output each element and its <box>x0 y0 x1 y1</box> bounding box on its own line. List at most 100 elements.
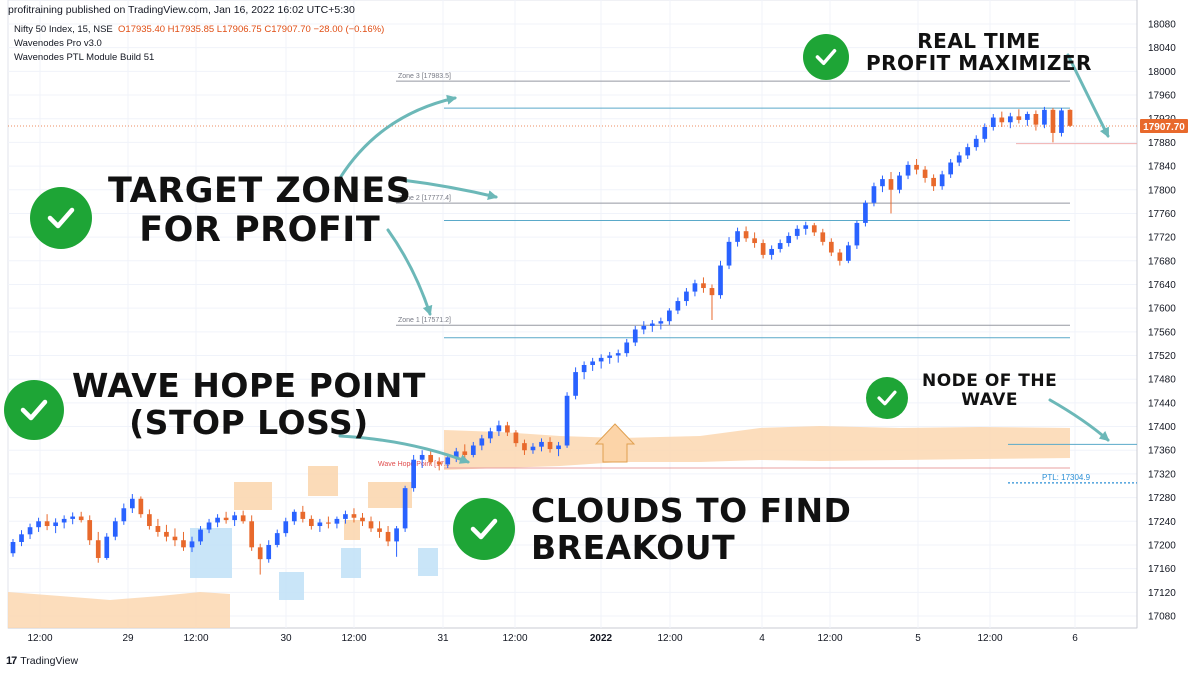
candle-body <box>266 544 272 560</box>
candle-body <box>513 432 519 444</box>
candle-body <box>522 443 527 451</box>
time-tick-label: 12:00 <box>502 633 527 644</box>
candle-body <box>309 518 314 527</box>
candle-body <box>215 517 220 523</box>
price-tick-label: 17800 <box>1148 185 1176 196</box>
last-price-value: 17907.70 <box>1143 122 1185 133</box>
candle-body <box>240 515 246 522</box>
blue-cloud <box>279 572 304 600</box>
time-tick-label: 12:00 <box>817 633 842 644</box>
candle-body <box>590 361 595 365</box>
candle-body <box>385 531 391 542</box>
candle-body <box>453 451 459 458</box>
orange-cloud <box>234 482 272 510</box>
price-tick-label: 17400 <box>1148 422 1176 433</box>
candle-body <box>990 117 996 128</box>
price-tick-label: 18040 <box>1148 43 1176 54</box>
time-tick-label: 12:00 <box>977 633 1002 644</box>
candle-body <box>419 454 425 460</box>
price-tick-label: 17640 <box>1148 280 1176 291</box>
candle-body <box>573 372 578 396</box>
candle-body <box>897 175 902 190</box>
candle-body <box>402 488 408 529</box>
price-tick-label: 17840 <box>1148 162 1176 173</box>
candle-body <box>274 533 280 545</box>
candle-body <box>684 291 689 302</box>
candle-body <box>44 521 50 527</box>
candle-body <box>564 395 570 446</box>
candle-body <box>343 514 348 519</box>
candle-body <box>377 528 382 532</box>
candle-body <box>351 514 357 518</box>
time-tick-label: 31 <box>437 633 449 644</box>
annotation-arrows <box>338 53 1110 464</box>
annotation-arrow <box>400 178 498 201</box>
node-label: NODE OF THE WAVE <box>922 371 1058 411</box>
time-tick-label: 12:00 <box>27 633 52 644</box>
time-tick-label: 4 <box>759 633 765 644</box>
symbol-legend[interactable]: Nifty 50 Index, 15, NSE O17935.40 H17935… <box>14 24 384 35</box>
symbol-name: Nifty 50 Index, 15, NSE <box>14 24 113 35</box>
blue-clouds <box>190 528 438 600</box>
candle-body <box>479 438 485 446</box>
candle-body <box>735 231 740 242</box>
chart-header: profitraining published on TradingView.c… <box>0 0 1140 72</box>
candle-body <box>718 265 723 296</box>
price-tick-label: 17200 <box>1148 540 1176 551</box>
candle-body <box>78 516 84 521</box>
candle-body <box>505 425 510 433</box>
candle-body <box>462 451 468 455</box>
candle-body <box>539 441 544 447</box>
breakout-arrow-icon <box>594 423 636 463</box>
indicator-wavenodes-pro[interactable]: Wavenodes Pro v3.0 <box>14 38 102 49</box>
candle-body <box>368 521 374 529</box>
real-time-label: REAL TIME PROFIT MAXIMIZER <box>866 29 1092 76</box>
candle-body <box>914 164 919 170</box>
candle-body <box>257 547 263 560</box>
candle-body <box>692 283 698 292</box>
candle-body <box>667 310 672 322</box>
last-price-tag <box>1140 119 1188 134</box>
candle-body <box>530 446 536 451</box>
price-tick-label: 18000 <box>1148 67 1176 78</box>
candle-body <box>223 517 229 521</box>
candle-body <box>820 232 826 242</box>
candle-body <box>880 179 885 187</box>
time-tick-label: 5 <box>915 633 921 644</box>
candle-body <box>658 321 664 324</box>
price-tick-label: 17560 <box>1148 327 1176 338</box>
lower-cloud <box>8 592 230 628</box>
price-tick-label: 17520 <box>1148 351 1176 362</box>
candle-body <box>965 147 971 156</box>
candle-body <box>27 527 33 535</box>
brand-name: TradingView <box>20 655 79 667</box>
candle-body <box>283 521 289 534</box>
time-tick-label: 12:00 <box>341 633 366 644</box>
check-icon <box>803 34 849 80</box>
price-tick-label: 17120 <box>1148 588 1176 599</box>
candle-body <box>556 445 561 450</box>
candle-body <box>649 323 655 326</box>
candle-body <box>155 526 161 532</box>
time-axis[interactable]: 12:00 29 12:00 30 12:00 31 12:00 2022 12:00 4 12:0… <box>27 633 1078 644</box>
price-axis[interactable]: 1808018040180001796017920178801784017800… <box>1140 20 1188 623</box>
blue-cloud <box>190 528 232 578</box>
candle-body <box>581 364 587 373</box>
candle-body <box>624 342 630 354</box>
annotation-arrow <box>1066 53 1110 138</box>
candle-body <box>837 252 843 261</box>
candle-body <box>428 454 434 463</box>
blue-cloud <box>341 548 361 578</box>
candle-body <box>147 514 152 527</box>
candle-body <box>1067 109 1073 126</box>
candle-body <box>10 542 16 554</box>
price-tick-label: 17880 <box>1148 138 1176 149</box>
zone-label: Zone 2 [17777.4] <box>398 195 451 202</box>
candle-body <box>1007 116 1013 123</box>
price-tick-label: 17680 <box>1148 256 1176 267</box>
orange-cloud <box>344 520 360 540</box>
indicator-ptl-module[interactable]: Wavenodes PTL Module Build 51 <box>14 52 155 63</box>
price-tick-label: 17960 <box>1148 91 1176 102</box>
candle-body <box>334 518 340 524</box>
